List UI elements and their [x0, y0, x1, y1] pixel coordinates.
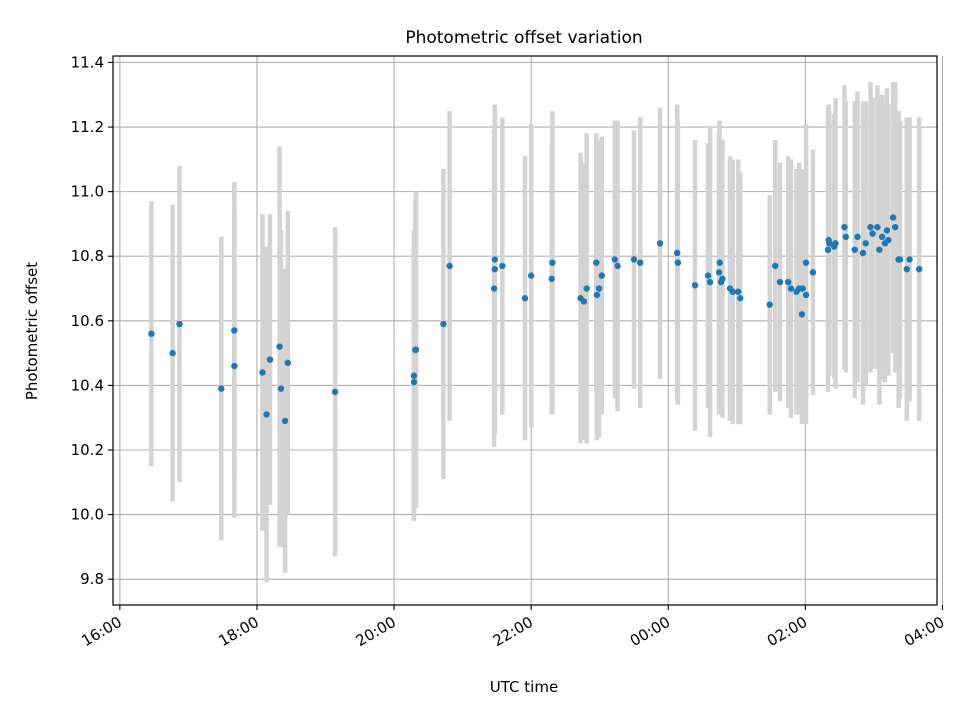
data-point — [259, 369, 266, 376]
data-point — [410, 378, 418, 386]
data-point — [787, 285, 795, 292]
data-point — [842, 233, 850, 241]
data-point — [611, 256, 619, 263]
y-tick-label: 11.0 — [71, 183, 104, 201]
data-point — [824, 246, 832, 253]
data-point — [841, 223, 848, 231]
data-point — [491, 265, 499, 273]
data-point — [263, 411, 270, 418]
data-point — [277, 385, 285, 392]
data-point — [412, 346, 420, 354]
data-point — [891, 223, 899, 231]
y-tick-label: 10.2 — [71, 441, 104, 459]
data-point — [490, 285, 498, 292]
data-point — [410, 372, 418, 379]
data-point — [851, 246, 858, 253]
data-point — [716, 259, 723, 266]
data-point — [281, 417, 289, 425]
data-point — [826, 240, 833, 247]
data-point — [440, 320, 447, 328]
data-point — [862, 240, 869, 247]
data-point — [266, 356, 274, 363]
data-point — [867, 223, 874, 231]
data-point — [691, 282, 699, 289]
data-points — [148, 214, 923, 425]
data-point — [704, 272, 712, 279]
y-tick-label: 11.4 — [71, 53, 104, 71]
data-point — [729, 288, 736, 295]
data-point — [169, 349, 176, 357]
data-point — [915, 265, 923, 273]
data-point — [719, 275, 726, 283]
data-point — [593, 259, 600, 266]
data-point — [903, 265, 911, 273]
y-tick-label: 9.8 — [80, 570, 104, 588]
data-point — [859, 249, 867, 257]
data-point — [521, 295, 529, 302]
y-axis-label: Photometric offset — [23, 262, 41, 400]
data-point — [491, 256, 499, 263]
data-point — [148, 330, 155, 337]
data-point — [734, 288, 742, 295]
data-point — [630, 256, 638, 263]
data-point — [772, 262, 779, 270]
chart-title: Photometric offset variation — [405, 28, 642, 48]
data-point — [598, 272, 605, 279]
data-point — [776, 278, 784, 286]
data-point — [809, 269, 817, 276]
data-point — [766, 301, 773, 308]
data-point — [656, 240, 664, 247]
data-point — [593, 291, 601, 299]
data-point — [869, 230, 876, 237]
x-axis-label: UTC time — [490, 678, 558, 696]
plot-frame — [112, 55, 938, 606]
data-point — [802, 259, 810, 266]
data-point — [580, 298, 588, 305]
data-point — [276, 343, 283, 350]
data-point — [885, 236, 892, 244]
data-point — [595, 285, 603, 292]
data-point — [499, 262, 506, 270]
y-tick-label: 10.8 — [71, 247, 104, 265]
data-point — [231, 362, 238, 370]
data-point — [832, 240, 839, 247]
y-tick-label: 11.2 — [71, 118, 104, 136]
data-point — [785, 278, 792, 286]
data-point — [583, 285, 590, 292]
data-point — [674, 259, 682, 266]
data-point — [737, 295, 744, 302]
data-point — [802, 291, 810, 299]
data-point — [614, 262, 621, 270]
data-point — [446, 262, 453, 270]
y-axis-ticks: 9.8 10.0 10.2 10.4 10.6 10.8 11.0 11.2 11.4 — [71, 53, 113, 588]
data-point — [854, 233, 861, 241]
y-tick-label: 10.0 — [71, 506, 104, 524]
data-point — [799, 285, 806, 292]
data-point — [673, 249, 681, 257]
data-point — [896, 256, 904, 263]
data-point — [883, 227, 891, 234]
data-point — [706, 278, 714, 286]
data-point — [218, 385, 225, 392]
data-point — [548, 275, 555, 283]
data-point — [715, 269, 723, 276]
data-point — [874, 223, 881, 231]
data-point — [231, 327, 238, 334]
data-point — [331, 388, 339, 396]
data-point — [284, 359, 292, 366]
data-point — [889, 214, 897, 221]
data-point — [878, 233, 886, 241]
y-tick-label: 10.4 — [71, 376, 104, 394]
data-point — [176, 320, 183, 328]
data-point — [906, 256, 913, 263]
data-point — [636, 259, 644, 266]
data-point — [549, 259, 556, 266]
data-point — [798, 311, 806, 318]
data-point — [527, 272, 535, 279]
y-tick-label: 10.6 — [71, 312, 104, 330]
data-point — [876, 246, 883, 253]
